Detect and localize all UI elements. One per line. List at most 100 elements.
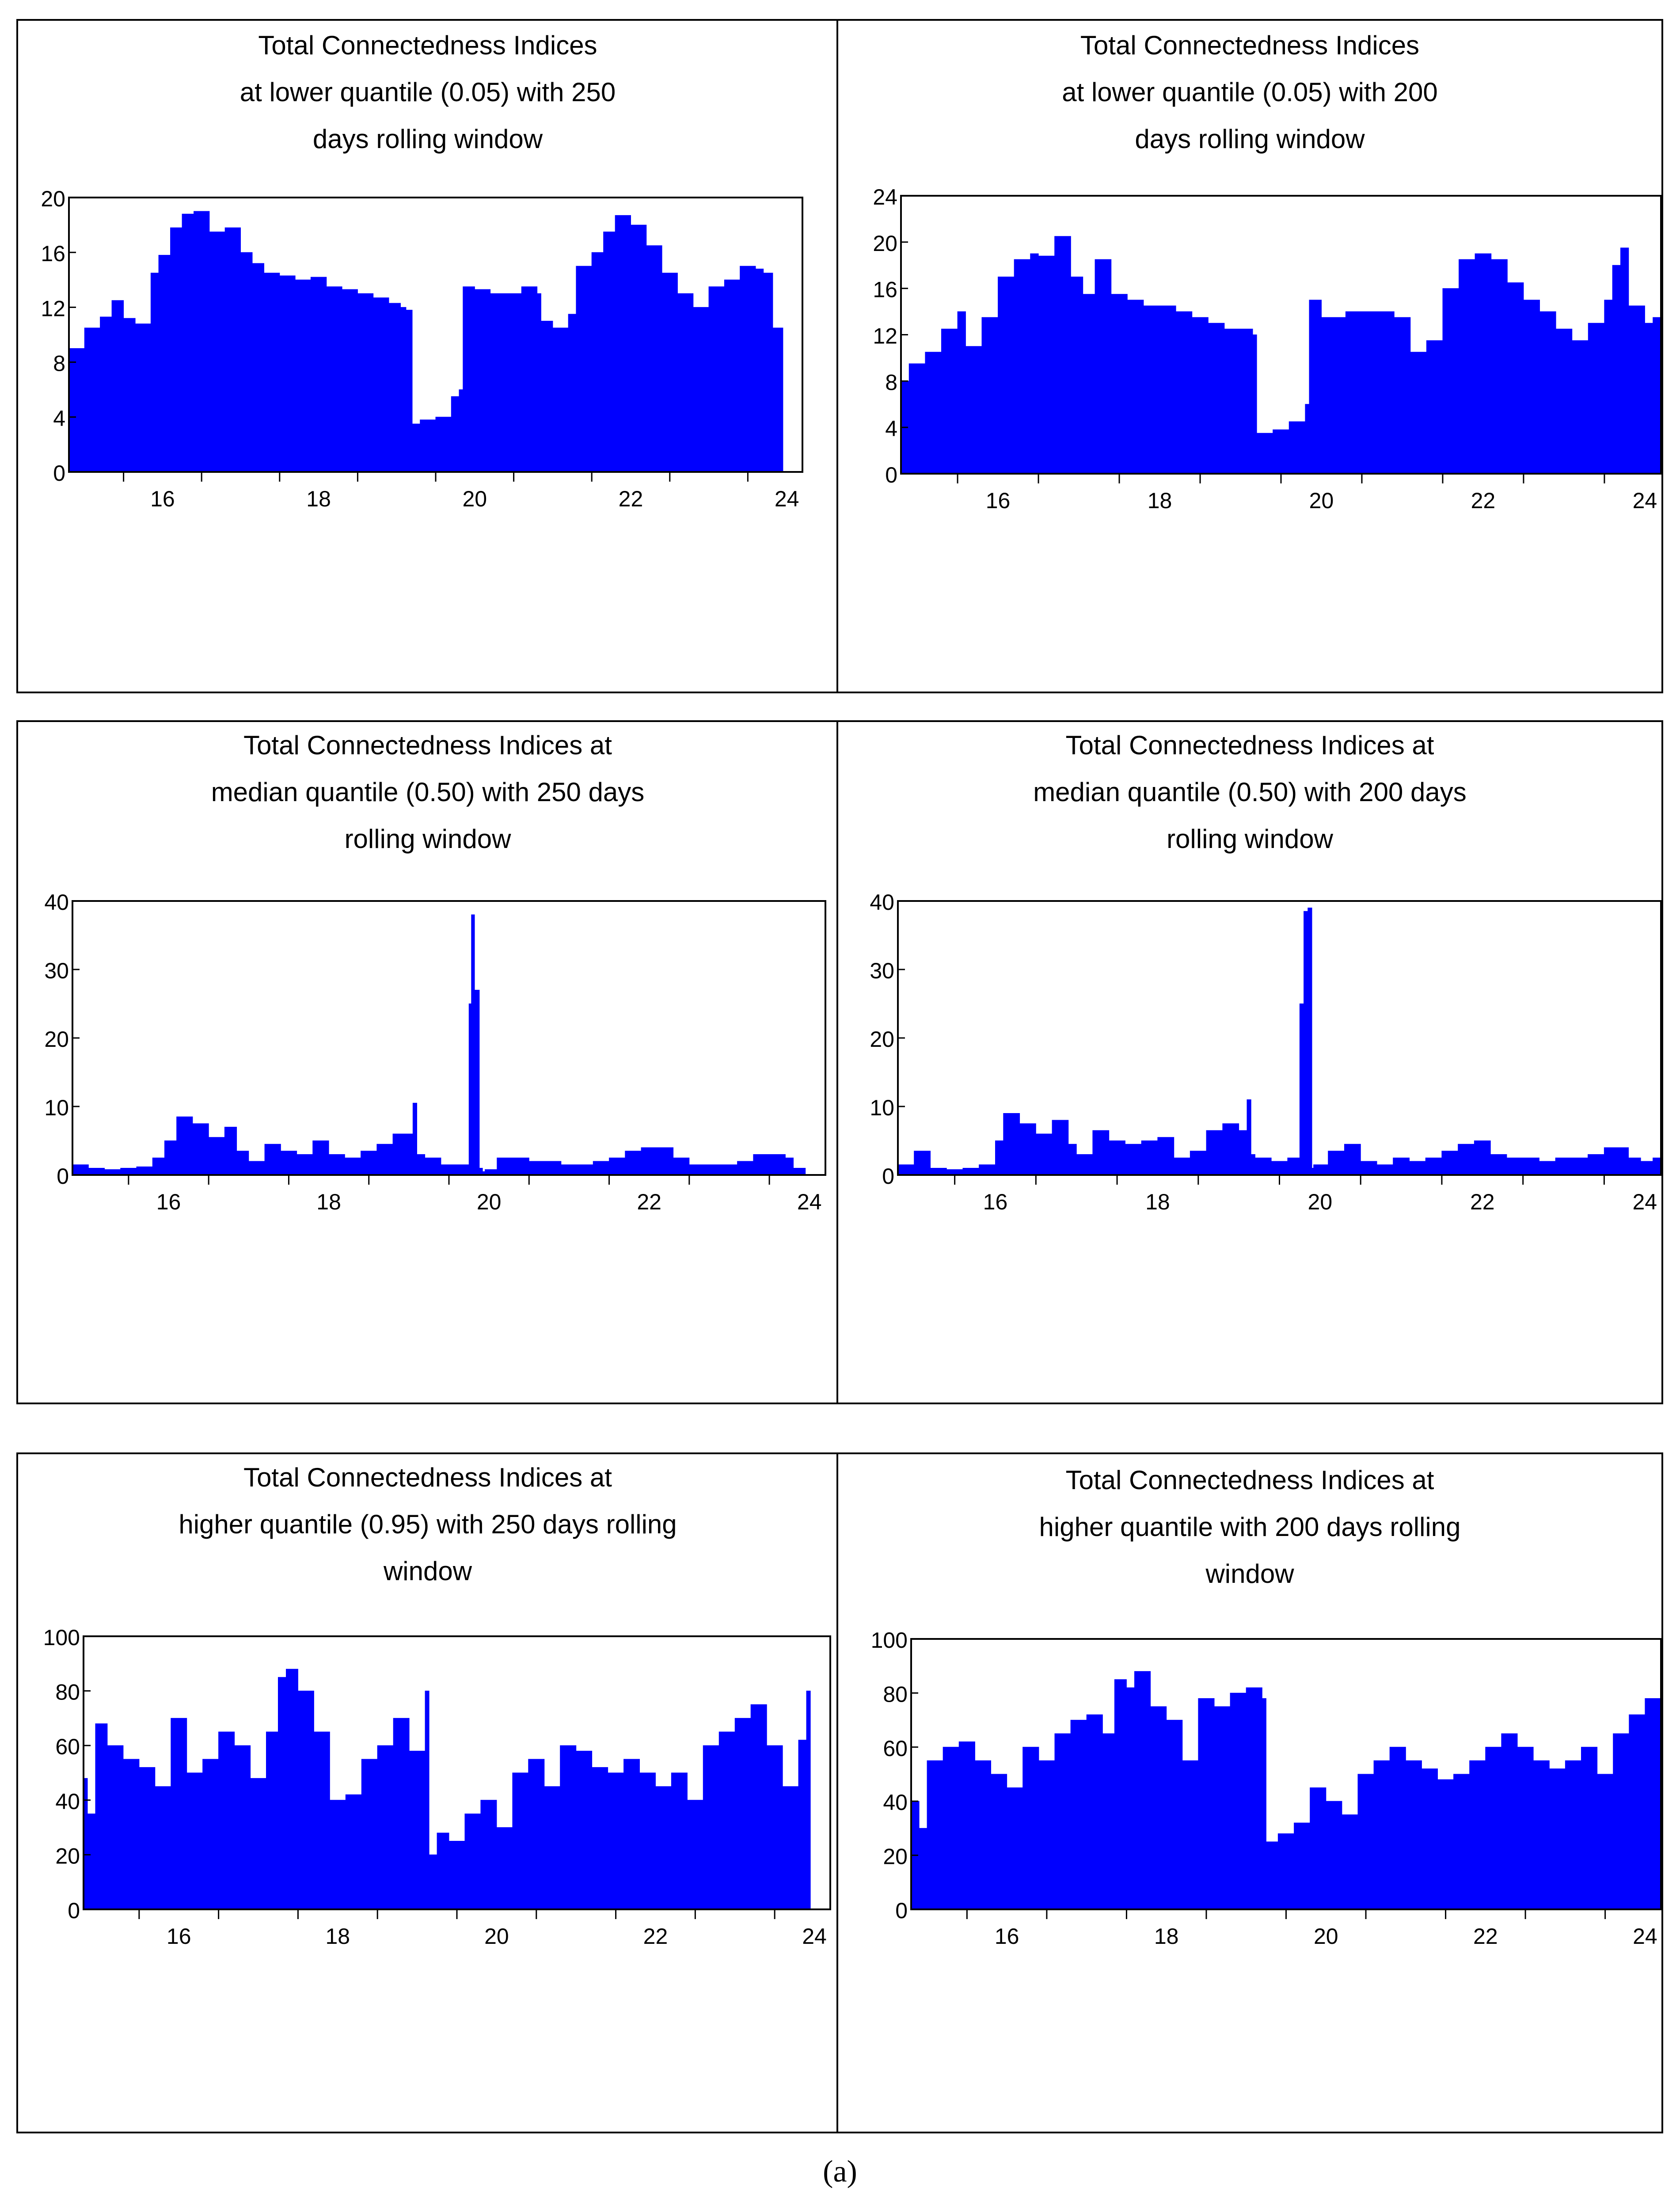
y-tick-label: 60 bbox=[883, 1736, 908, 1761]
figure-caption: (a) bbox=[823, 2155, 857, 2189]
x-tick-label: 24 bbox=[775, 487, 799, 511]
x-tick-label: 20 bbox=[462, 487, 487, 511]
chart-panel-lower-200: Total Connectedness Indices at lower qua… bbox=[836, 19, 1663, 693]
y-tick-label: 10 bbox=[44, 1095, 69, 1120]
x-tick-label: 18 bbox=[1145, 1190, 1170, 1214]
title-line-3: days rolling window bbox=[1135, 124, 1365, 154]
x-tick-label: 18 bbox=[1148, 488, 1172, 513]
title-line-2: median quantile (0.50) with 250 days bbox=[211, 777, 645, 807]
x-tick-label: 16 bbox=[167, 1924, 191, 1949]
tci-lower-250-chart: 0 4 8 12 16 20 16 18 20 22 24 bbox=[41, 186, 803, 511]
y-tick-label: 20 bbox=[873, 231, 897, 256]
chart-title: Total Connectedness Indices at median qu… bbox=[18, 722, 837, 863]
x-tick-label: 16 bbox=[986, 488, 1011, 513]
chart-panel-higher-200: Total Connectedness Indices at higher qu… bbox=[836, 1452, 1663, 2133]
y-tick-label: 20 bbox=[870, 1027, 894, 1052]
chart-title: Total Connectedness Indices at lower qua… bbox=[838, 22, 1661, 163]
title-line-3: rolling window bbox=[344, 824, 511, 854]
x-tick-label: 24 bbox=[1632, 1190, 1657, 1214]
x-tick-label: 24 bbox=[797, 1190, 822, 1214]
y-tick-label: 0 bbox=[885, 463, 897, 487]
y-tick-label: 0 bbox=[53, 461, 65, 486]
chart-title: Total Connectedness Indices at median qu… bbox=[838, 722, 1661, 863]
chart-panel-median-250: Total Connectedness Indices at median qu… bbox=[16, 720, 839, 1404]
x-tick-label: 24 bbox=[802, 1924, 827, 1949]
y-tick-label: 20 bbox=[44, 1027, 69, 1052]
y-tick-label: 0 bbox=[57, 1164, 69, 1189]
x-tick-label: 22 bbox=[1473, 1924, 1498, 1949]
y-tick-label: 12 bbox=[41, 296, 65, 321]
y-tick-label: 0 bbox=[68, 1898, 80, 1923]
chart-panel-higher-250: Total Connectedness Indices at higher qu… bbox=[16, 1452, 839, 2133]
chart-title: Total Connectedness Indices at higher qu… bbox=[838, 1457, 1661, 1597]
title-line-2: at lower quantile (0.05) with 200 bbox=[1062, 77, 1438, 107]
title-line-1: Total Connectedness Indices at bbox=[1065, 730, 1434, 760]
x-tick-label: 20 bbox=[1314, 1924, 1338, 1949]
title-line-2: higher quantile (0.95) with 250 days rol… bbox=[179, 1509, 677, 1539]
y-tick-label: 0 bbox=[895, 1898, 908, 1923]
y-tick-label: 4 bbox=[53, 406, 65, 431]
y-tick-label: 20 bbox=[41, 186, 65, 211]
y-tick-label: 30 bbox=[870, 958, 894, 983]
x-tick-label: 16 bbox=[156, 1190, 181, 1214]
y-tick-label: 16 bbox=[41, 241, 65, 266]
y-tick-label: 40 bbox=[44, 890, 69, 915]
y-tick-label: 20 bbox=[883, 1844, 908, 1869]
title-line-2: at lower quantile (0.05) with 250 bbox=[239, 77, 616, 107]
y-tick-label: 8 bbox=[885, 370, 897, 395]
y-tick-label: 40 bbox=[55, 1789, 80, 1814]
x-tick-label: 16 bbox=[983, 1190, 1008, 1214]
y-tick-label: 100 bbox=[43, 1625, 80, 1650]
y-tick-label: 12 bbox=[873, 324, 897, 349]
x-tick-label: 18 bbox=[326, 1924, 350, 1949]
y-tick-label: 8 bbox=[53, 351, 65, 376]
title-line-3: window bbox=[383, 1556, 472, 1586]
x-tick-label: 16 bbox=[150, 487, 175, 511]
y-tick-label: 60 bbox=[55, 1734, 80, 1759]
x-tick-label: 22 bbox=[637, 1190, 661, 1214]
x-tick-label: 24 bbox=[1633, 488, 1657, 513]
title-line-1: Total Connectedness Indices at bbox=[243, 730, 612, 760]
x-tick-label: 22 bbox=[619, 487, 643, 511]
series-area bbox=[72, 914, 806, 1175]
y-tick-label: 100 bbox=[871, 1628, 908, 1653]
title-line-1: Total Connectedness Indices bbox=[1080, 30, 1420, 60]
x-tick-label: 18 bbox=[316, 1190, 341, 1214]
tci-lower-200-chart: 0 4 8 12 16 20 24 16 18 20 22 24 bbox=[873, 185, 1661, 513]
title-line-3: rolling window bbox=[1167, 824, 1333, 854]
series-area bbox=[83, 1669, 811, 1910]
y-tick-label: 30 bbox=[44, 958, 69, 983]
tci-median-200-chart: 0 10 20 30 40 16 18 20 22 24 bbox=[870, 890, 1661, 1214]
y-tick-label: 80 bbox=[883, 1682, 908, 1707]
chart-title: Total Connectedness Indices at lower qua… bbox=[18, 22, 837, 163]
title-line-3: window bbox=[1205, 1559, 1294, 1589]
chart-title: Total Connectedness Indices at higher qu… bbox=[18, 1454, 837, 1595]
y-tick-label: 10 bbox=[870, 1095, 894, 1120]
series-area bbox=[911, 1671, 1661, 1910]
title-line-2: median quantile (0.50) with 200 days bbox=[1033, 777, 1467, 807]
x-tick-label: 24 bbox=[1633, 1924, 1657, 1949]
title-line-1: Total Connectedness Indices at bbox=[1065, 1465, 1434, 1495]
y-tick-label: 16 bbox=[873, 278, 897, 302]
x-tick-label: 18 bbox=[1154, 1924, 1179, 1949]
y-tick-label: 80 bbox=[55, 1680, 80, 1705]
x-tick-label: 16 bbox=[995, 1924, 1019, 1949]
y-tick-label: 0 bbox=[882, 1164, 894, 1189]
x-tick-label: 20 bbox=[484, 1924, 509, 1949]
y-tick-label: 24 bbox=[873, 185, 897, 209]
x-tick-label: 22 bbox=[1470, 1190, 1495, 1214]
x-tick-label: 22 bbox=[643, 1924, 668, 1949]
x-tick-label: 18 bbox=[306, 487, 331, 511]
y-tick-label: 40 bbox=[883, 1790, 908, 1815]
tci-higher-250-chart: 0 20 40 60 80 100 16 18 20 22 24 bbox=[43, 1625, 831, 1949]
title-line-2: higher quantile with 200 days rolling bbox=[1039, 1512, 1461, 1542]
x-tick-label: 20 bbox=[1308, 1190, 1333, 1214]
x-tick-label: 22 bbox=[1471, 488, 1496, 513]
series-area bbox=[897, 908, 1661, 1175]
tci-median-250-chart: 0 10 20 30 40 16 18 20 22 24 bbox=[44, 890, 826, 1214]
title-line-1: Total Connectedness Indices at bbox=[243, 1463, 612, 1492]
chart-panel-median-200: Total Connectedness Indices at median qu… bbox=[836, 720, 1663, 1404]
x-tick-label: 20 bbox=[1309, 488, 1334, 513]
chart-panel-lower-250: Total Connectedness Indices at lower qua… bbox=[16, 19, 839, 693]
tci-higher-200-chart: 0 20 40 60 80 100 16 18 20 22 24 bbox=[871, 1628, 1661, 1949]
